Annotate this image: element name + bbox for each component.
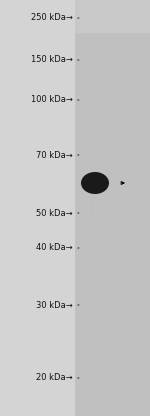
Text: 70 kDa→: 70 kDa→ xyxy=(36,151,73,159)
Bar xyxy=(75,0,150,33)
Bar xyxy=(75,0,150,416)
Text: 100 kDa→: 100 kDa→ xyxy=(31,96,73,104)
Text: 50 kDa→: 50 kDa→ xyxy=(36,208,73,218)
Text: 150 kDa→: 150 kDa→ xyxy=(31,55,73,64)
Text: 40 kDa→: 40 kDa→ xyxy=(36,243,73,253)
Ellipse shape xyxy=(81,172,109,194)
Text: 30 kDa→: 30 kDa→ xyxy=(36,300,73,310)
Text: 250 kDa→: 250 kDa→ xyxy=(31,13,73,22)
Text: www.ptglab.com: www.ptglab.com xyxy=(87,171,103,220)
Text: 20 kDa→: 20 kDa→ xyxy=(36,374,73,382)
